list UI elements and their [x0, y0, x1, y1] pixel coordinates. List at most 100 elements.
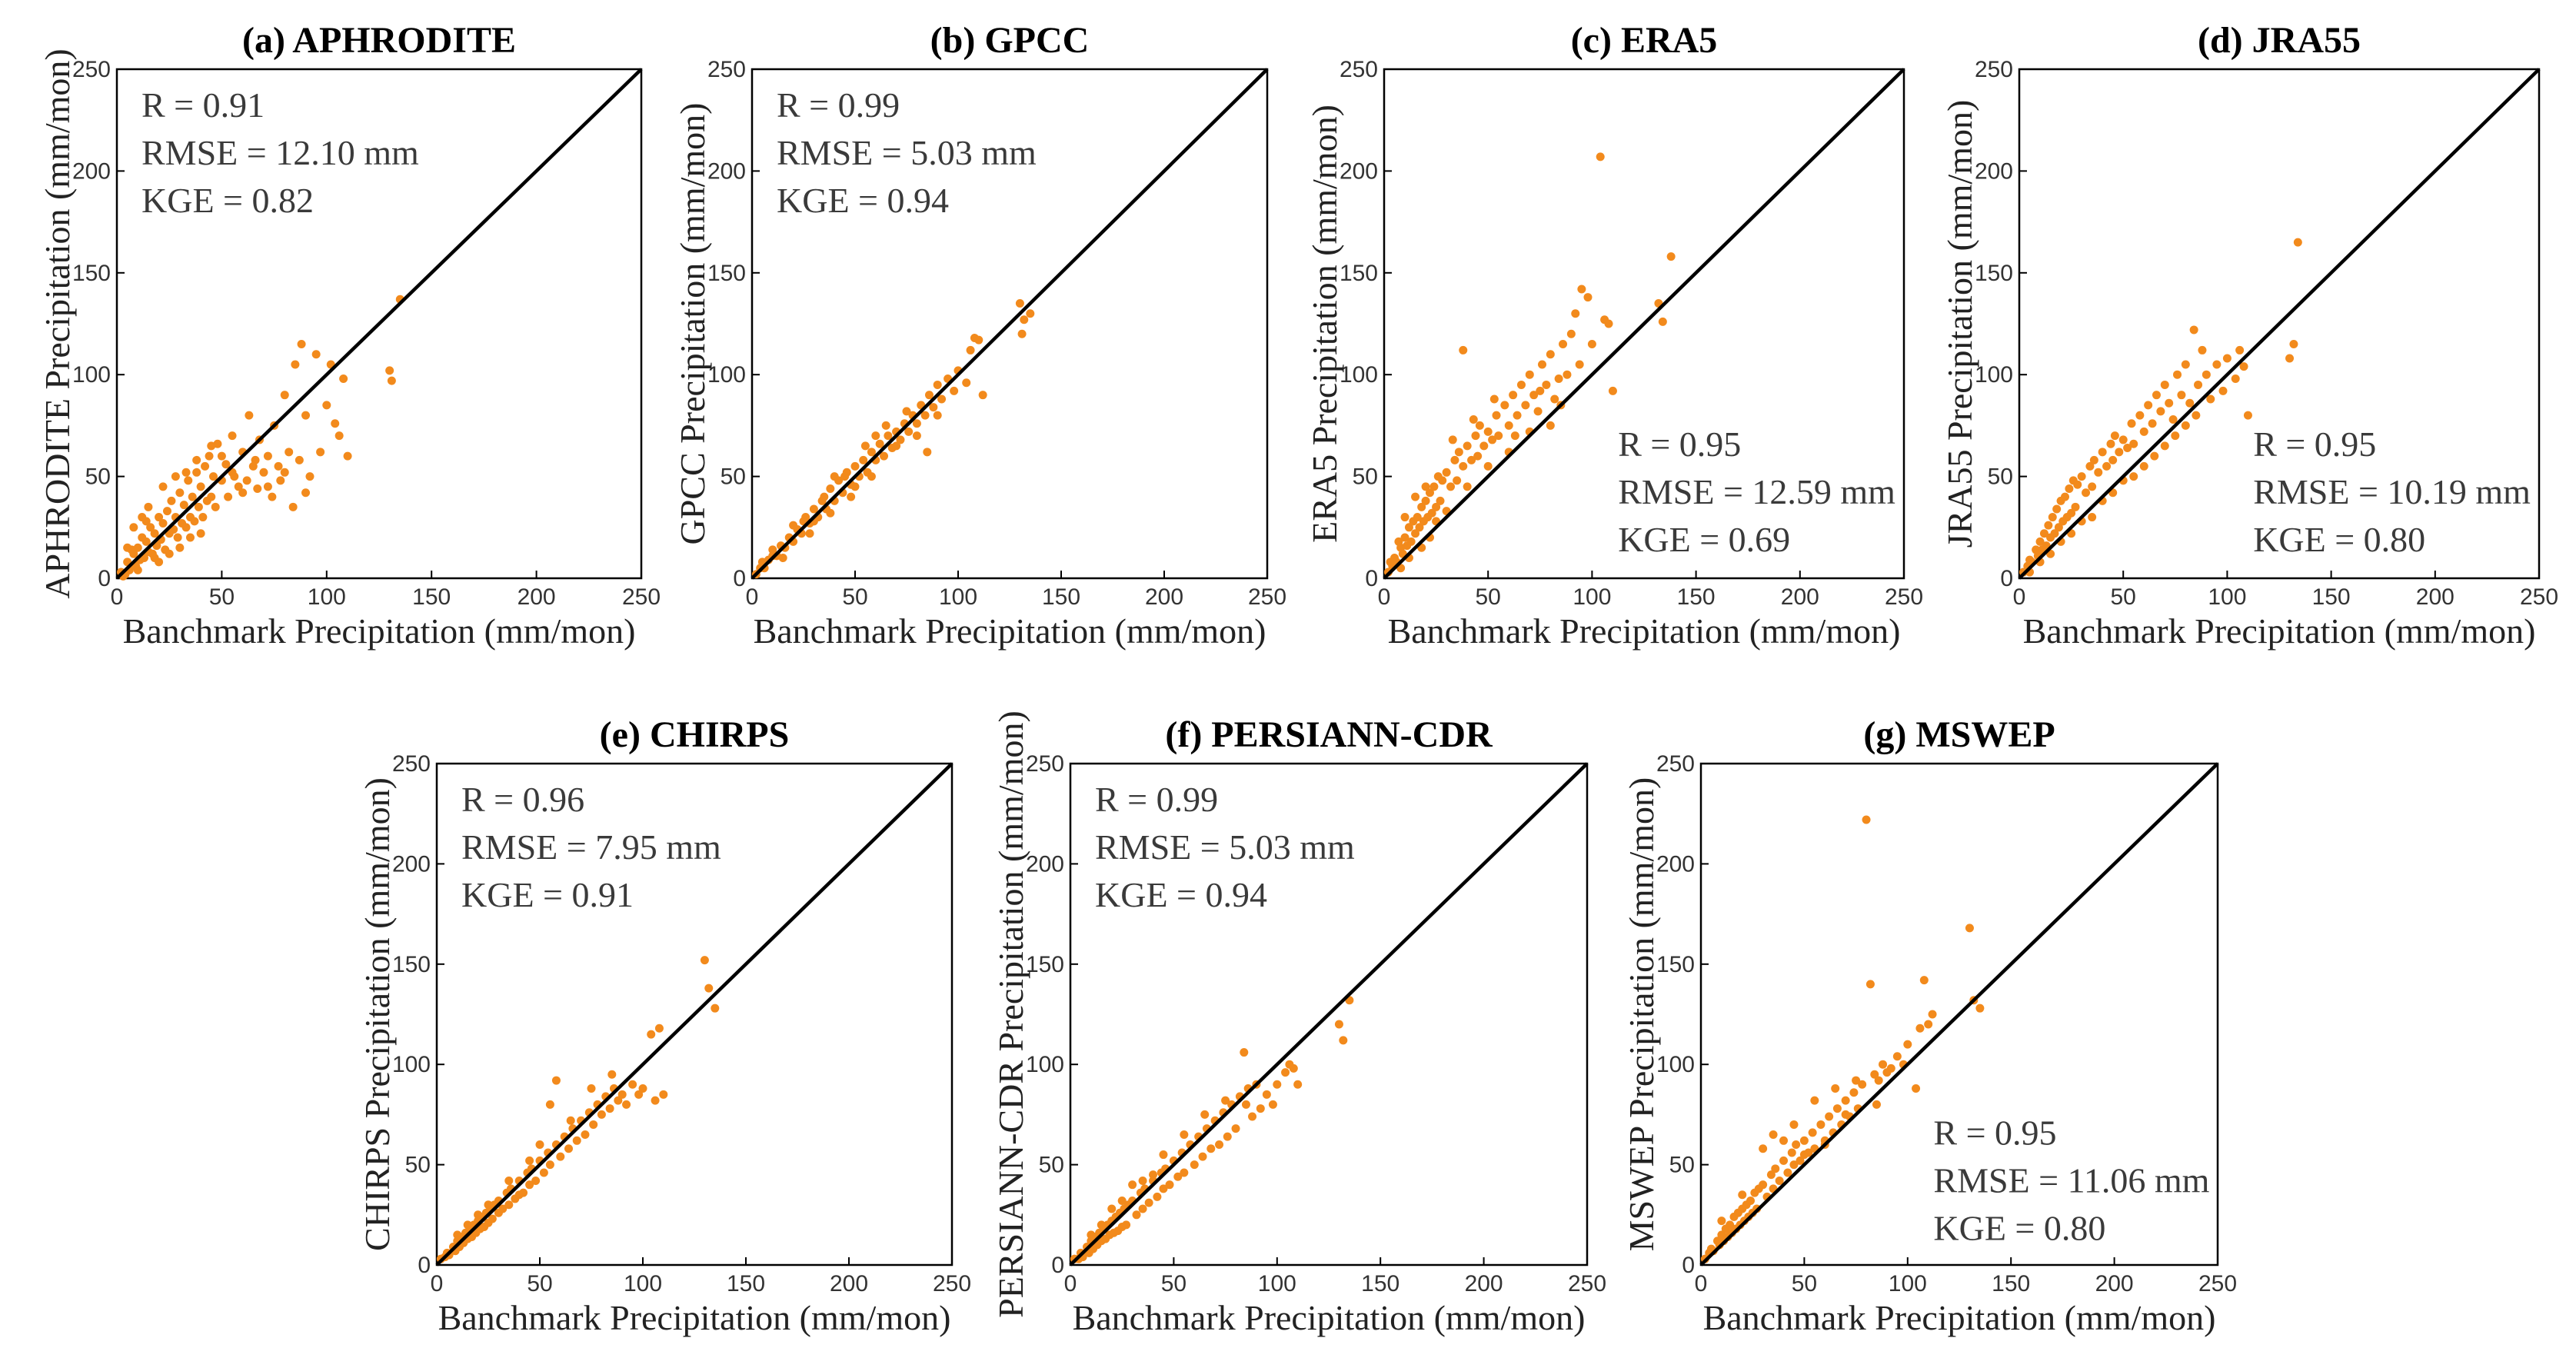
data-point: [2189, 325, 2198, 335]
data-point: [334, 431, 344, 441]
data-point: [1504, 421, 1513, 430]
data-point: [1542, 380, 1551, 389]
x-tick-label: 150: [2312, 584, 2351, 610]
data-point: [933, 380, 942, 389]
data-point: [274, 461, 283, 471]
data-point: [297, 339, 306, 348]
data-point: [1879, 1060, 1888, 1069]
data-point: [1454, 448, 1463, 457]
data-point: [847, 492, 856, 501]
data-point: [234, 482, 243, 491]
y-tick-label: 150: [1656, 952, 1695, 977]
data-point: [205, 451, 214, 461]
data-point: [171, 472, 180, 481]
y-tick-label: 250: [1656, 751, 1695, 777]
data-point: [192, 468, 201, 477]
data-point: [316, 448, 325, 457]
data-point: [1886, 1063, 1895, 1073]
x-tick-label: 200: [2095, 1271, 2134, 1296]
x-tick-label: 50: [1161, 1271, 1186, 1296]
data-point: [2135, 411, 2145, 420]
data-point: [545, 1160, 554, 1170]
data-point: [1915, 1024, 1925, 1033]
data-point: [923, 448, 932, 457]
x-tick-label: 50: [1476, 584, 1501, 610]
data-point: [207, 492, 216, 501]
x-tick-label: 150: [1042, 584, 1080, 610]
data-point: [288, 502, 298, 511]
data-point: [268, 492, 277, 501]
data-point: [1604, 319, 1613, 328]
data-point: [238, 488, 248, 498]
data-point: [826, 508, 835, 518]
data-point: [867, 448, 876, 457]
data-point: [1525, 370, 1534, 379]
data-point: [1536, 386, 1545, 395]
y-tick-label: 50: [85, 464, 111, 490]
data-point: [484, 1200, 493, 1210]
y-tick-label: 100: [1656, 1052, 1695, 1077]
data-point: [2160, 380, 2169, 389]
data-point: [263, 451, 272, 461]
x-axis-title: Banchmark Precipitation (mm/mon): [2023, 611, 2536, 651]
data-point: [1206, 1144, 1216, 1153]
x-tick-label: 100: [939, 584, 977, 610]
one-to-one-line: [435, 762, 954, 1266]
one-to-one-line: [751, 68, 1269, 580]
data-point: [221, 460, 231, 469]
data-point: [322, 401, 331, 410]
data-point: [1766, 1170, 1776, 1180]
y-tick-label: 150: [707, 261, 746, 286]
data-point: [146, 523, 155, 532]
data-point: [1903, 1040, 1912, 1049]
data-point: [1432, 502, 1441, 511]
x-tick-label: 250: [1885, 584, 1923, 610]
data-point: [1400, 513, 1409, 522]
data-point: [525, 1180, 534, 1190]
data-point: [1509, 391, 1518, 400]
y-tick-label: 150: [72, 261, 111, 286]
data-point: [1132, 1210, 1141, 1220]
stat-line: KGE = 0.94: [1095, 875, 1267, 914]
data-point: [494, 1208, 503, 1217]
data-point: [1849, 1088, 1859, 1097]
plot-frame: [1699, 762, 2219, 1266]
data-point: [1425, 488, 1434, 498]
data-point: [711, 1004, 720, 1013]
data-point: [1240, 1048, 1249, 1057]
stat-line: RMSE = 7.95 mm: [461, 827, 721, 867]
x-tick-label: 250: [2520, 584, 2558, 610]
data-point: [1550, 394, 1559, 404]
chart-panel-a: (a) APHRODITE 0 50 100 150 200 250 0 50 100 150 200…: [38, 20, 661, 651]
data-point: [1153, 1192, 1162, 1201]
data-point: [217, 451, 226, 461]
data-point: [1483, 427, 1493, 436]
data-point: [196, 529, 205, 538]
y-tick-label: 200: [707, 158, 746, 184]
y-tick-label: 150: [392, 952, 431, 977]
data-point: [194, 502, 203, 511]
data-point: [1841, 1110, 1850, 1119]
data-point: [1427, 508, 1436, 518]
data-point: [1223, 1132, 1232, 1141]
data-point: [1787, 1148, 1796, 1157]
data-point: [1825, 1112, 1834, 1121]
y-tick-label: 50: [405, 1153, 431, 1178]
data-point: [1779, 1136, 1789, 1145]
data-point: [387, 376, 396, 385]
data-point: [531, 1176, 541, 1185]
data-point: [2094, 468, 2103, 477]
y-tick-label: 0: [98, 566, 111, 591]
data-point: [2044, 521, 2053, 530]
chart-title: (e) CHIRPS: [600, 714, 790, 755]
data-point: [1919, 976, 1929, 985]
data-point: [158, 519, 168, 528]
data-point: [211, 502, 220, 511]
x-tick-label: 0: [746, 584, 759, 610]
data-point: [2235, 345, 2245, 354]
data-point: [339, 374, 348, 383]
y-tick-label: 250: [707, 57, 746, 82]
data-point: [1852, 1076, 1861, 1085]
x-tick-label: 200: [518, 584, 556, 610]
data-point: [2118, 435, 2128, 444]
